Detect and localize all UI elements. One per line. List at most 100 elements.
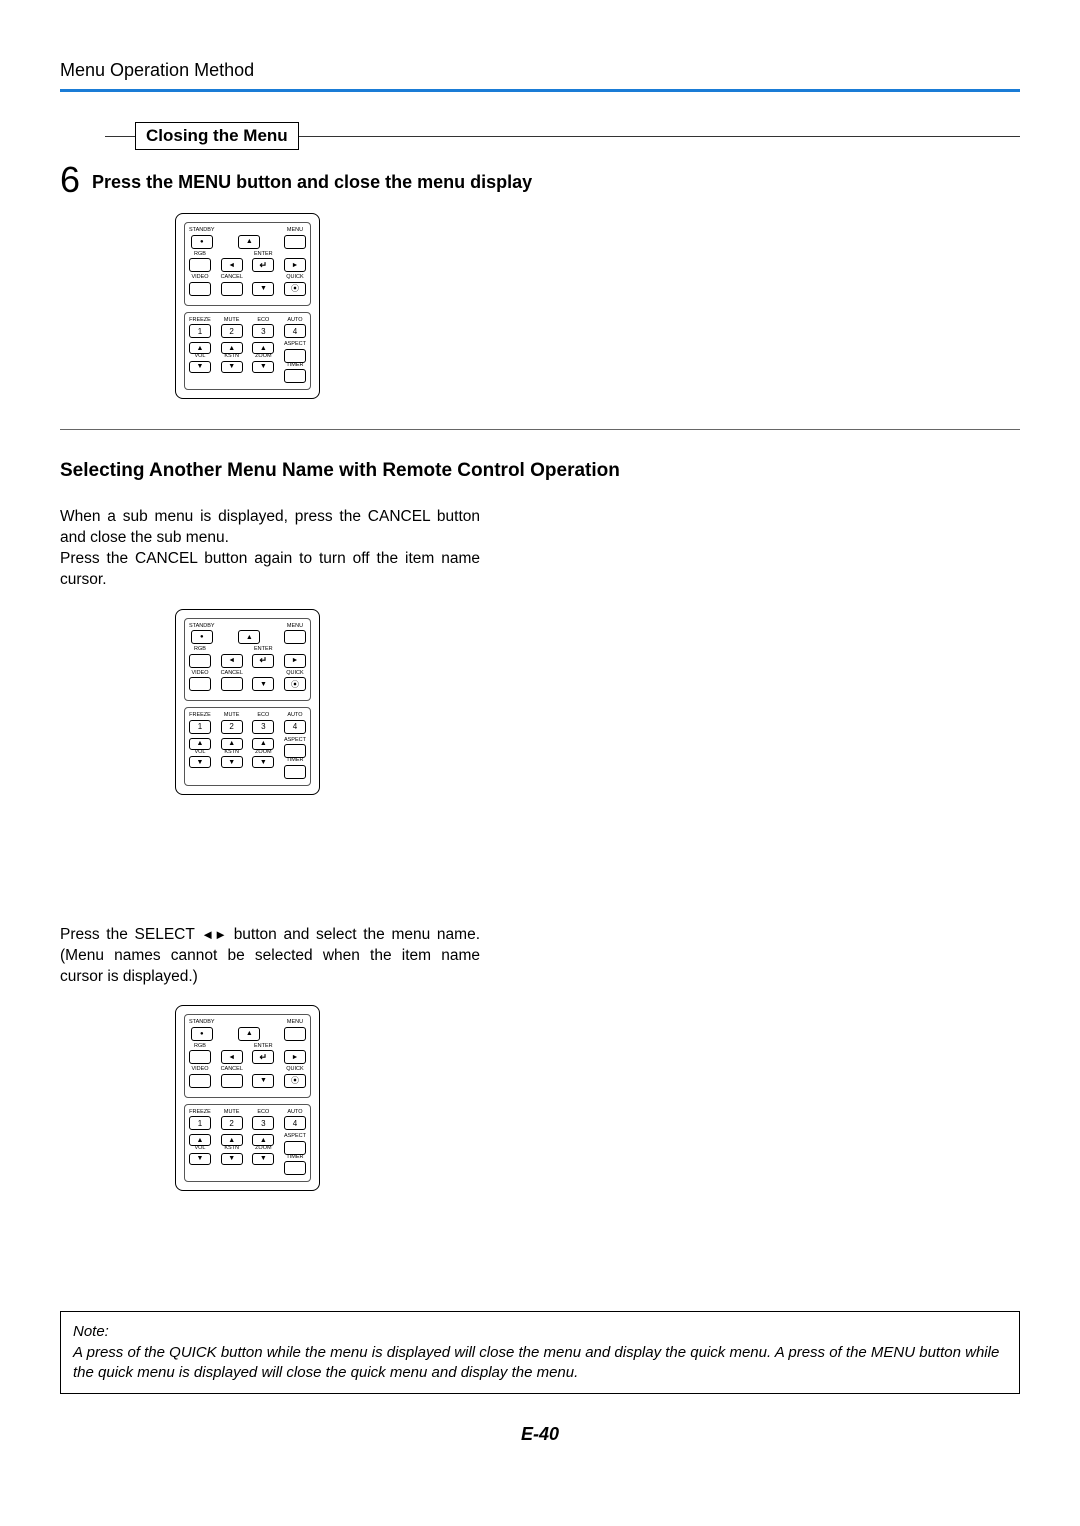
video-button [189,282,211,296]
timer-button [284,765,306,779]
remote-figure-3: STANDBY MENU RGB ENTER VIDEO CANCEL QUIC… [175,1005,1020,1191]
eco-label: ECO [257,1110,269,1116]
quick-label: QUICK [286,671,303,677]
vol-label: VOL [194,354,205,360]
remote-figure-2: STANDBY MENU RGB ENTER VIDEO CANCEL QUIC… [175,609,1020,795]
up-button [238,1027,260,1041]
note-body: A press of the QUICK button while the me… [73,1343,1007,1384]
vol-label: VOL [194,1146,205,1152]
enter-label: ENTER [254,1044,273,1050]
standby-label: STANDBY [189,228,215,234]
vol-label: VOL [194,750,205,756]
vol-down-button [189,361,211,373]
standby-label: STANDBY [189,1020,215,1026]
vol-down-button [189,1153,211,1165]
kstn-up-button [221,738,243,750]
section2-heading: Selecting Another Menu Name with Remote … [60,460,1020,482]
video-button [189,1074,211,1088]
auto-button: 4 [284,1116,306,1130]
aspect-label: ASPECT [284,1134,306,1140]
note-box: Note: A press of the QUICK button while … [60,1311,1020,1394]
timer-button [284,1161,306,1175]
cancel-button [221,282,243,296]
aspect-label: ASPECT [284,738,306,744]
freeze-button: 1 [189,1116,211,1130]
auto-label: AUTO [287,318,302,324]
cancel-label: CANCEL [221,1067,243,1073]
closing-box-label: Closing the Menu [135,122,299,150]
quick-button [284,677,306,691]
quick-button [284,282,306,296]
menu-label: MENU [287,1020,303,1026]
enter-button [252,1050,274,1064]
zoom-label: ZOOM [255,1146,272,1152]
left-button [221,654,243,668]
remote-figure-1: STANDBY MENU RGB ENTER VIDEO CANCEL QUIC… [175,213,1020,399]
eco-button: 3 [252,720,274,734]
right-button [284,654,306,668]
rule-left [105,136,135,137]
cancel-button [221,1074,243,1088]
right-button [284,1050,306,1064]
timer-label: TIMER [286,363,303,369]
quick-button [284,1074,306,1088]
mute-label: MUTE [224,318,240,324]
right-button [284,258,306,272]
kstn-label: KSTN [224,750,239,756]
quick-label: QUICK [286,1067,303,1073]
cancel-label: CANCEL [221,671,243,677]
menu-button [284,1027,306,1041]
zoom-down-button [252,1153,274,1165]
left-button [221,1050,243,1064]
rgb-button [189,258,211,272]
menu-label: MENU [287,624,303,630]
zoom-label: ZOOM [255,354,272,360]
step-number: 6 [60,162,80,198]
cancel-label: CANCEL [221,275,243,281]
menu-button [284,630,306,644]
rgb-label: RGB [194,1044,206,1050]
video-label: VIDEO [191,275,208,281]
divider [60,429,1020,430]
up-button [238,630,260,644]
mute-label: MUTE [224,1110,240,1116]
video-label: VIDEO [191,671,208,677]
aspect-button [284,744,306,758]
mute-label: MUTE [224,713,240,719]
timer-button [284,369,306,383]
down-button [252,1074,274,1088]
aspect-button [284,1141,306,1155]
freeze-label: FREEZE [189,318,211,324]
video-label: VIDEO [191,1067,208,1073]
zoom-label: ZOOM [255,750,272,756]
zoom-down-button [252,361,274,373]
quick-label: QUICK [286,275,303,281]
freeze-button: 1 [189,324,211,338]
kstn-label: KSTN [224,1146,239,1152]
standby-label: STANDBY [189,624,215,630]
auto-label: AUTO [287,1110,302,1116]
step-6-row: 6 Press the MENU button and close the me… [60,162,1020,198]
menu-label: MENU [287,228,303,234]
closing-section-header: Closing the Menu [105,122,1020,150]
kstn-label: KSTN [224,354,239,360]
rule-right [299,136,1020,137]
menu-button [284,235,306,249]
rgb-label: RGB [194,252,206,258]
vol-down-button [189,756,211,768]
down-button [252,677,274,691]
standby-button [191,630,213,644]
aspect-label: ASPECT [284,342,306,348]
auto-button: 4 [284,324,306,338]
page-number: E-40 [60,1424,1020,1445]
mute-button: 2 [221,720,243,734]
note-label: Note: [73,1322,1007,1342]
zoom-up-button [252,738,274,750]
step-text: Press the MENU button and close the menu… [92,162,532,193]
mute-button: 2 [221,1116,243,1130]
timer-label: TIMER [286,1155,303,1161]
aspect-button [284,349,306,363]
para2-pre: Press the SELECT [60,926,201,943]
header-title: Menu Operation Method [60,60,1020,81]
cancel-button [221,677,243,691]
